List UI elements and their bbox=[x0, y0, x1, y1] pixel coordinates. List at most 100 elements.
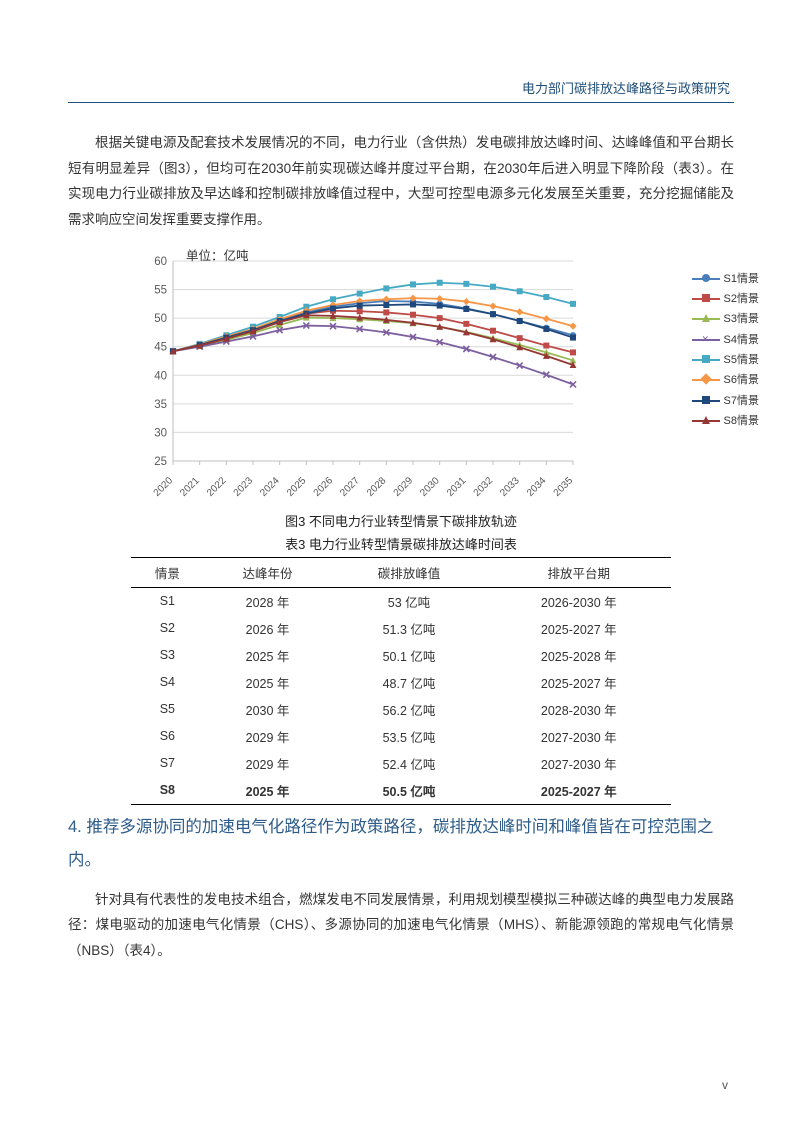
svg-text:25: 25 bbox=[154, 456, 167, 468]
svg-text:2026: 2026 bbox=[312, 475, 336, 499]
table-cell: 2026 年 bbox=[204, 615, 332, 642]
legend-marker bbox=[692, 314, 720, 324]
table-row: S82025 年50.5 亿吨2025-2027 年 bbox=[131, 777, 671, 805]
legend-marker bbox=[692, 396, 720, 406]
legend-label: S2情景 bbox=[724, 289, 759, 309]
table-cell: 53.5 亿吨 bbox=[331, 723, 486, 750]
svg-text:30: 30 bbox=[154, 427, 167, 439]
table-cell: 52.4 亿吨 bbox=[331, 750, 486, 777]
legend-marker bbox=[692, 416, 720, 426]
legend-label: S7情景 bbox=[724, 391, 759, 411]
legend-item: S7情景 bbox=[692, 391, 759, 411]
page-number: v bbox=[722, 1078, 728, 1092]
emissions-chart: 25 30 35 40 45 50 55 60 202020212022202320242025… bbox=[121, 247, 591, 505]
legend-marker bbox=[692, 375, 720, 385]
table-cell: S1 bbox=[131, 587, 204, 615]
table-cell: 2029 年 bbox=[204, 750, 332, 777]
table-cell: 50.5 亿吨 bbox=[331, 777, 486, 805]
svg-text:2030: 2030 bbox=[418, 475, 442, 499]
legend-label: S8情景 bbox=[724, 411, 759, 431]
table-cell: S2 bbox=[131, 615, 204, 642]
svg-text:55: 55 bbox=[154, 284, 167, 296]
table-row: S32025 年50.1 亿吨2025-2028 年 bbox=[131, 642, 671, 669]
table-cell: S6 bbox=[131, 723, 204, 750]
table-cell: S4 bbox=[131, 669, 204, 696]
table-header-cell: 排放平台期 bbox=[487, 557, 671, 587]
legend-item: S5情景 bbox=[692, 350, 759, 370]
table-cell: 2025 年 bbox=[204, 669, 332, 696]
table-cell: 50.1 亿吨 bbox=[331, 642, 486, 669]
legend-marker bbox=[692, 294, 720, 304]
table-row: S72029 年52.4 亿吨2027-2030 年 bbox=[131, 750, 671, 777]
table-row: S12028 年53 亿吨2026-2030 年 bbox=[131, 587, 671, 615]
table-cell: 48.7 亿吨 bbox=[331, 669, 486, 696]
table-row: S52030 年56.2 亿吨2028-2030 年 bbox=[131, 696, 671, 723]
legend-item: S8情景 bbox=[692, 411, 759, 431]
table-row: S62029 年53.5 亿吨2027-2030 年 bbox=[131, 723, 671, 750]
paragraph-1: 根据关键电源及配套技术发展情况的不同，电力行业（含供热）发电碳排放达峰时间、达峰… bbox=[68, 130, 734, 233]
table-cell: 2028-2030 年 bbox=[487, 696, 671, 723]
table-cell: S5 bbox=[131, 696, 204, 723]
table-cell: 2025-2028 年 bbox=[487, 642, 671, 669]
legend-item: S6情景 bbox=[692, 370, 759, 390]
table-header-cell: 情景 bbox=[131, 557, 204, 587]
svg-text:2031: 2031 bbox=[445, 475, 469, 499]
table-header-cell: 达峰年份 bbox=[204, 557, 332, 587]
table-cell: 56.2 亿吨 bbox=[331, 696, 486, 723]
legend-item: ✕ S4情景 bbox=[692, 330, 759, 350]
header-divider bbox=[68, 102, 734, 103]
legend-label: S4情景 bbox=[724, 330, 759, 350]
section-4-heading: 4. 推荐多源协同的加速电气化路径作为政策路径，碳排放达峰时间和峰值皆在可控范围… bbox=[68, 811, 734, 877]
table-cell: 2030 年 bbox=[204, 696, 332, 723]
svg-text:60: 60 bbox=[154, 256, 167, 268]
svg-text:2027: 2027 bbox=[338, 475, 362, 499]
svg-text:2029: 2029 bbox=[392, 475, 416, 499]
table-cell: 51.3 亿吨 bbox=[331, 615, 486, 642]
svg-text:35: 35 bbox=[154, 398, 167, 410]
table-cell: 2028 年 bbox=[204, 587, 332, 615]
legend-label: S5情景 bbox=[724, 350, 759, 370]
table-cell: 2029 年 bbox=[204, 723, 332, 750]
svg-text:45: 45 bbox=[154, 341, 167, 353]
table-caption: 表3 电力行业转型情景碳排放达峰时间表 bbox=[68, 534, 734, 553]
svg-text:2023: 2023 bbox=[232, 475, 256, 499]
svg-text:2022: 2022 bbox=[205, 475, 229, 499]
svg-text:2035: 2035 bbox=[552, 475, 576, 499]
table-cell: 2026-2030 年 bbox=[487, 587, 671, 615]
table-cell: 2025 年 bbox=[204, 777, 332, 805]
table-cell: S3 bbox=[131, 642, 204, 669]
chart-container: 单位：亿吨 2530354045505560202020212022202320… bbox=[121, 247, 681, 505]
svg-text:2021: 2021 bbox=[178, 475, 202, 499]
table-cell: 2025-2027 年 bbox=[487, 777, 671, 805]
legend-marker: ✕ bbox=[692, 335, 720, 345]
table-cell: 53 亿吨 bbox=[331, 587, 486, 615]
svg-text:2033: 2033 bbox=[498, 475, 522, 499]
svg-text:40: 40 bbox=[154, 370, 167, 382]
svg-text:50: 50 bbox=[154, 313, 167, 325]
table-cell: 2025-2027 年 bbox=[487, 615, 671, 642]
svg-text:2025: 2025 bbox=[285, 475, 309, 499]
table-row: S22026 年51.3 亿吨2025-2027 年 bbox=[131, 615, 671, 642]
legend-marker bbox=[692, 355, 720, 365]
table-cell: 2025 年 bbox=[204, 642, 332, 669]
table-cell: 2027-2030 年 bbox=[487, 750, 671, 777]
legend-item: S1情景 bbox=[692, 269, 759, 289]
svg-text:2034: 2034 bbox=[525, 475, 549, 499]
svg-text:2020: 2020 bbox=[152, 475, 176, 499]
svg-text:2028: 2028 bbox=[365, 475, 389, 499]
scenarios-table: 情景达峰年份碳排放峰值排放平台期 S12028 年53 亿吨2026-2030 … bbox=[131, 557, 671, 805]
table-cell: S7 bbox=[131, 750, 204, 777]
paragraph-2: 针对具有代表性的发电技术组合，燃煤发电不同发展情景，利用规划模型模拟三种碳达峰的… bbox=[68, 887, 734, 964]
figure-caption: 图3 不同电力行业转型情景下碳排放轨迹 bbox=[68, 511, 734, 530]
svg-text:2024: 2024 bbox=[258, 475, 282, 499]
legend-item: S2情景 bbox=[692, 289, 759, 309]
chart-legend: S1情景S2情景S3情景 ✕ S4情景S5情景S6情景S7情景S8情景 bbox=[692, 269, 759, 432]
table-header-row: 情景达峰年份碳排放峰值排放平台期 bbox=[131, 557, 671, 587]
legend-label: S3情景 bbox=[724, 309, 759, 329]
legend-item: S3情景 bbox=[692, 309, 759, 329]
chart-unit-label: 单位：亿吨 bbox=[186, 245, 249, 264]
table-body: S12028 年53 亿吨2026-2030 年S22026 年51.3 亿吨2… bbox=[131, 587, 671, 804]
table-row: S42025 年48.7 亿吨2025-2027 年 bbox=[131, 669, 671, 696]
svg-text:2032: 2032 bbox=[472, 475, 496, 499]
legend-marker bbox=[692, 274, 720, 284]
